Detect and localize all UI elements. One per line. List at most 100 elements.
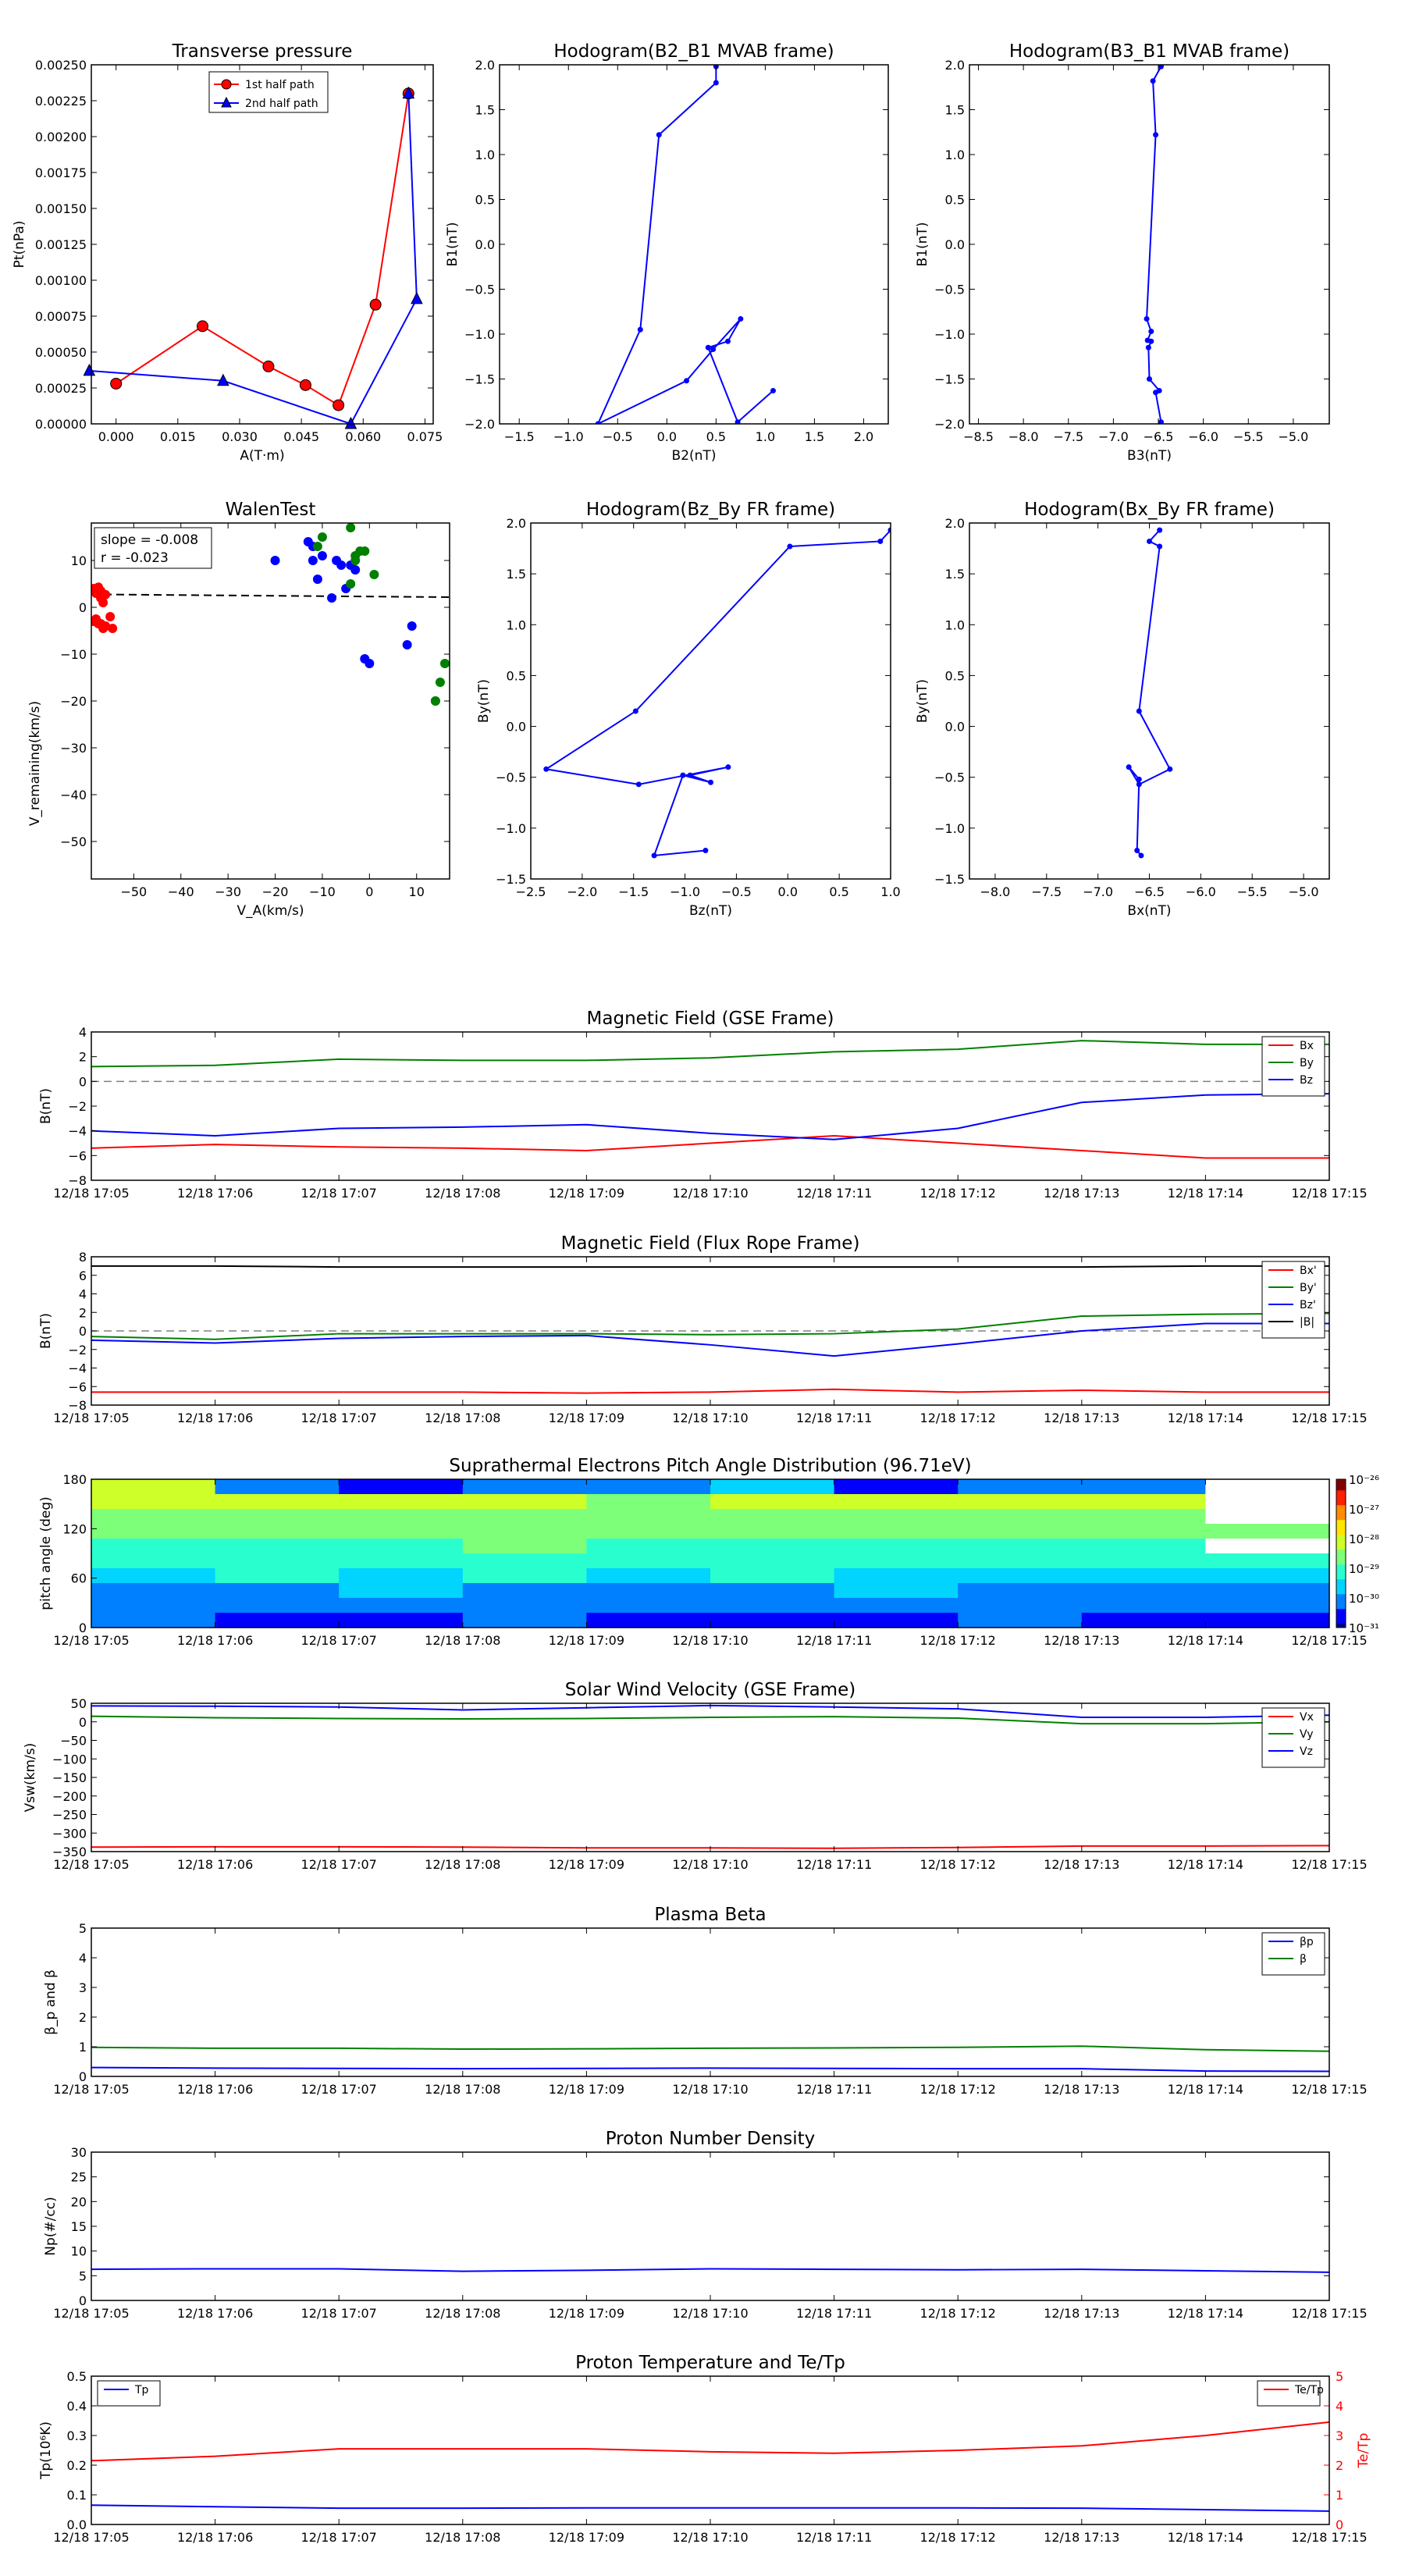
pad-colorbar-step	[1336, 1613, 1346, 1617]
pad-cell	[462, 1583, 587, 1599]
h1-ytick-label: 1.0	[475, 148, 495, 162]
h1-point	[684, 378, 690, 384]
pad-cell	[339, 1613, 464, 1628]
pt-point	[402, 86, 415, 99]
beta-ytick-label: 3	[79, 1980, 87, 1995]
bgse-xtick-label: 12/18 17:13	[1044, 1186, 1119, 1201]
h2-title: Hodogram(B3_B1 MVAB frame)	[1009, 41, 1289, 62]
h3-ytick-label: 0.0	[507, 720, 526, 735]
walen-point	[98, 598, 108, 607]
pad-cell	[462, 1479, 587, 1495]
pad-colorbar-label: 10⁻²⁸	[1349, 1532, 1379, 1546]
h1-ytick-label: 1.5	[475, 103, 495, 118]
h2-point	[1150, 78, 1156, 84]
np-series-Np-line	[91, 2268, 1329, 2273]
pad-cell	[462, 1568, 587, 1584]
walen-fit-line	[91, 593, 450, 599]
vsw-xtick-label: 12/18 17:06	[177, 1857, 253, 1872]
vsw-legend: Vx Vy Vz	[1261, 1707, 1325, 1768]
tp-ytick-label: 0.0	[67, 2517, 87, 2532]
beta-frame	[91, 1927, 1330, 2077]
vsw-xtick-label: 12/18 17:13	[1044, 1857, 1119, 1872]
beta-ylabel: β_p and β	[43, 1969, 59, 2035]
walen-point	[317, 551, 327, 560]
pad-colorbar-step	[1336, 1571, 1346, 1576]
pad-cell	[958, 1598, 1083, 1614]
pad-xtick-label: 12/18 17:14	[1168, 1633, 1243, 1648]
walen-point	[101, 621, 111, 631]
pad-cell	[91, 1583, 216, 1599]
pt-axes: Transverse pressure 0.00000 0.00025 0.00050…	[12, 41, 443, 464]
h4-ytick-label: −1.5	[934, 872, 965, 887]
pad-ytick-label: 180	[62, 1472, 87, 1487]
bgse-xtick-label: 12/18 17:07	[301, 1186, 377, 1201]
np-xtick-label: 12/18 17:15	[1291, 2306, 1367, 2321]
walen-annotation: slope = -0.008 r = -0.023	[94, 527, 212, 569]
h3-ytick-label: −0.5	[496, 770, 526, 785]
pad-cell	[215, 1524, 340, 1539]
np-xtick-label: 12/18 17:12	[920, 2306, 996, 2321]
bfr-legend-label: By'	[1300, 1282, 1317, 1294]
vsw-xtick-label: 12/18 17:10	[672, 1857, 748, 1872]
h3-xtick-label: −2.5	[516, 884, 546, 899]
bfr-xtick-label: 12/18 17:06	[177, 1411, 253, 1425]
pad-colorbar-frame	[1336, 1478, 1346, 1628]
h3-point	[877, 538, 884, 544]
pad-cell	[710, 1479, 835, 1495]
h1-point	[770, 387, 776, 393]
tp-y2tick-label: 3	[1336, 2428, 1343, 2443]
walen-point	[101, 589, 111, 600]
h3-ytick-label: 0.5	[507, 668, 526, 683]
beta-xtick-label: 12/18 17:11	[796, 2082, 872, 2097]
bfr-legend-box	[1261, 1261, 1325, 1339]
pad-xtick-label: 12/18 17:15	[1291, 1633, 1367, 1648]
pad-xtick-label: 12/18 17:09	[549, 1633, 624, 1648]
vsw-legend-label: Vz	[1300, 1745, 1313, 1758]
h4-xtick-label: −5.0	[1289, 884, 1319, 899]
vsw-ylabel: Vsw(km/s)	[23, 1743, 38, 1813]
np-xtick-label: 12/18 17:07	[301, 2306, 377, 2321]
pt-legend-marker	[221, 79, 232, 90]
pt-xlabel: A(T·m)	[240, 448, 284, 464]
pad-cell	[834, 1524, 959, 1539]
h1-xlabel: B2(nT)	[672, 448, 717, 464]
pad-cell	[91, 1494, 216, 1510]
h3-ytick-label: 1.0	[507, 617, 526, 632]
pt-point	[217, 373, 229, 386]
pad-colorbar-step	[1336, 1583, 1346, 1588]
h3-title: Hodogram(Bz_By FR frame)	[586, 500, 835, 520]
pad-cell	[339, 1539, 464, 1554]
pad-cell	[1081, 1539, 1206, 1554]
pad-colorbar-step	[1336, 1579, 1346, 1584]
pad-cell	[710, 1613, 835, 1628]
h2-xlabel: B3(nT)	[1127, 448, 1172, 464]
bfr-ytick-label: 8	[79, 1250, 87, 1265]
tp-xtick-label: 12/18 17:13	[1044, 2530, 1119, 2545]
h1-ytick-label: 2.0	[475, 58, 495, 73]
pad-ytick-label: 120	[62, 1521, 87, 1536]
walen-title: WalenTest	[226, 500, 316, 520]
pad-colorbar-step	[1336, 1542, 1346, 1546]
pad-cell	[834, 1494, 959, 1510]
pad-cell	[958, 1494, 1083, 1510]
beta-xtick-label: 12/18 17:07	[301, 2082, 377, 2097]
walen-ytick-label: −30	[60, 741, 87, 756]
beta-xtick-label: 12/18 17:08	[425, 2082, 500, 2097]
tp-series-TeTp-line	[91, 2421, 1329, 2462]
tp-title: Proton Temperature and Te/Tp	[575, 2353, 845, 2373]
walen-xtick-label: 0	[365, 884, 373, 899]
h3-xtick-label: −2.0	[567, 884, 597, 899]
h2-point	[1145, 344, 1151, 350]
h3-xlabel: Bz(nT)	[689, 903, 732, 919]
bgse-xtick-label: 12/18 17:12	[920, 1186, 996, 1201]
pad-cell	[91, 1598, 216, 1614]
walen-point	[105, 612, 116, 621]
h4-point	[1136, 708, 1142, 714]
pt-ytick-label: 0.00050	[35, 345, 87, 360]
pad-cell	[834, 1598, 959, 1614]
pad-colorbar-step	[1336, 1527, 1346, 1532]
walen-point	[308, 556, 318, 565]
bgse-ytick-label: −4	[68, 1124, 87, 1139]
np-xtick-label: 12/18 17:05	[53, 2306, 129, 2321]
pad-title: Suprathermal Electrons Pitch Angle Distr…	[449, 1456, 971, 1476]
